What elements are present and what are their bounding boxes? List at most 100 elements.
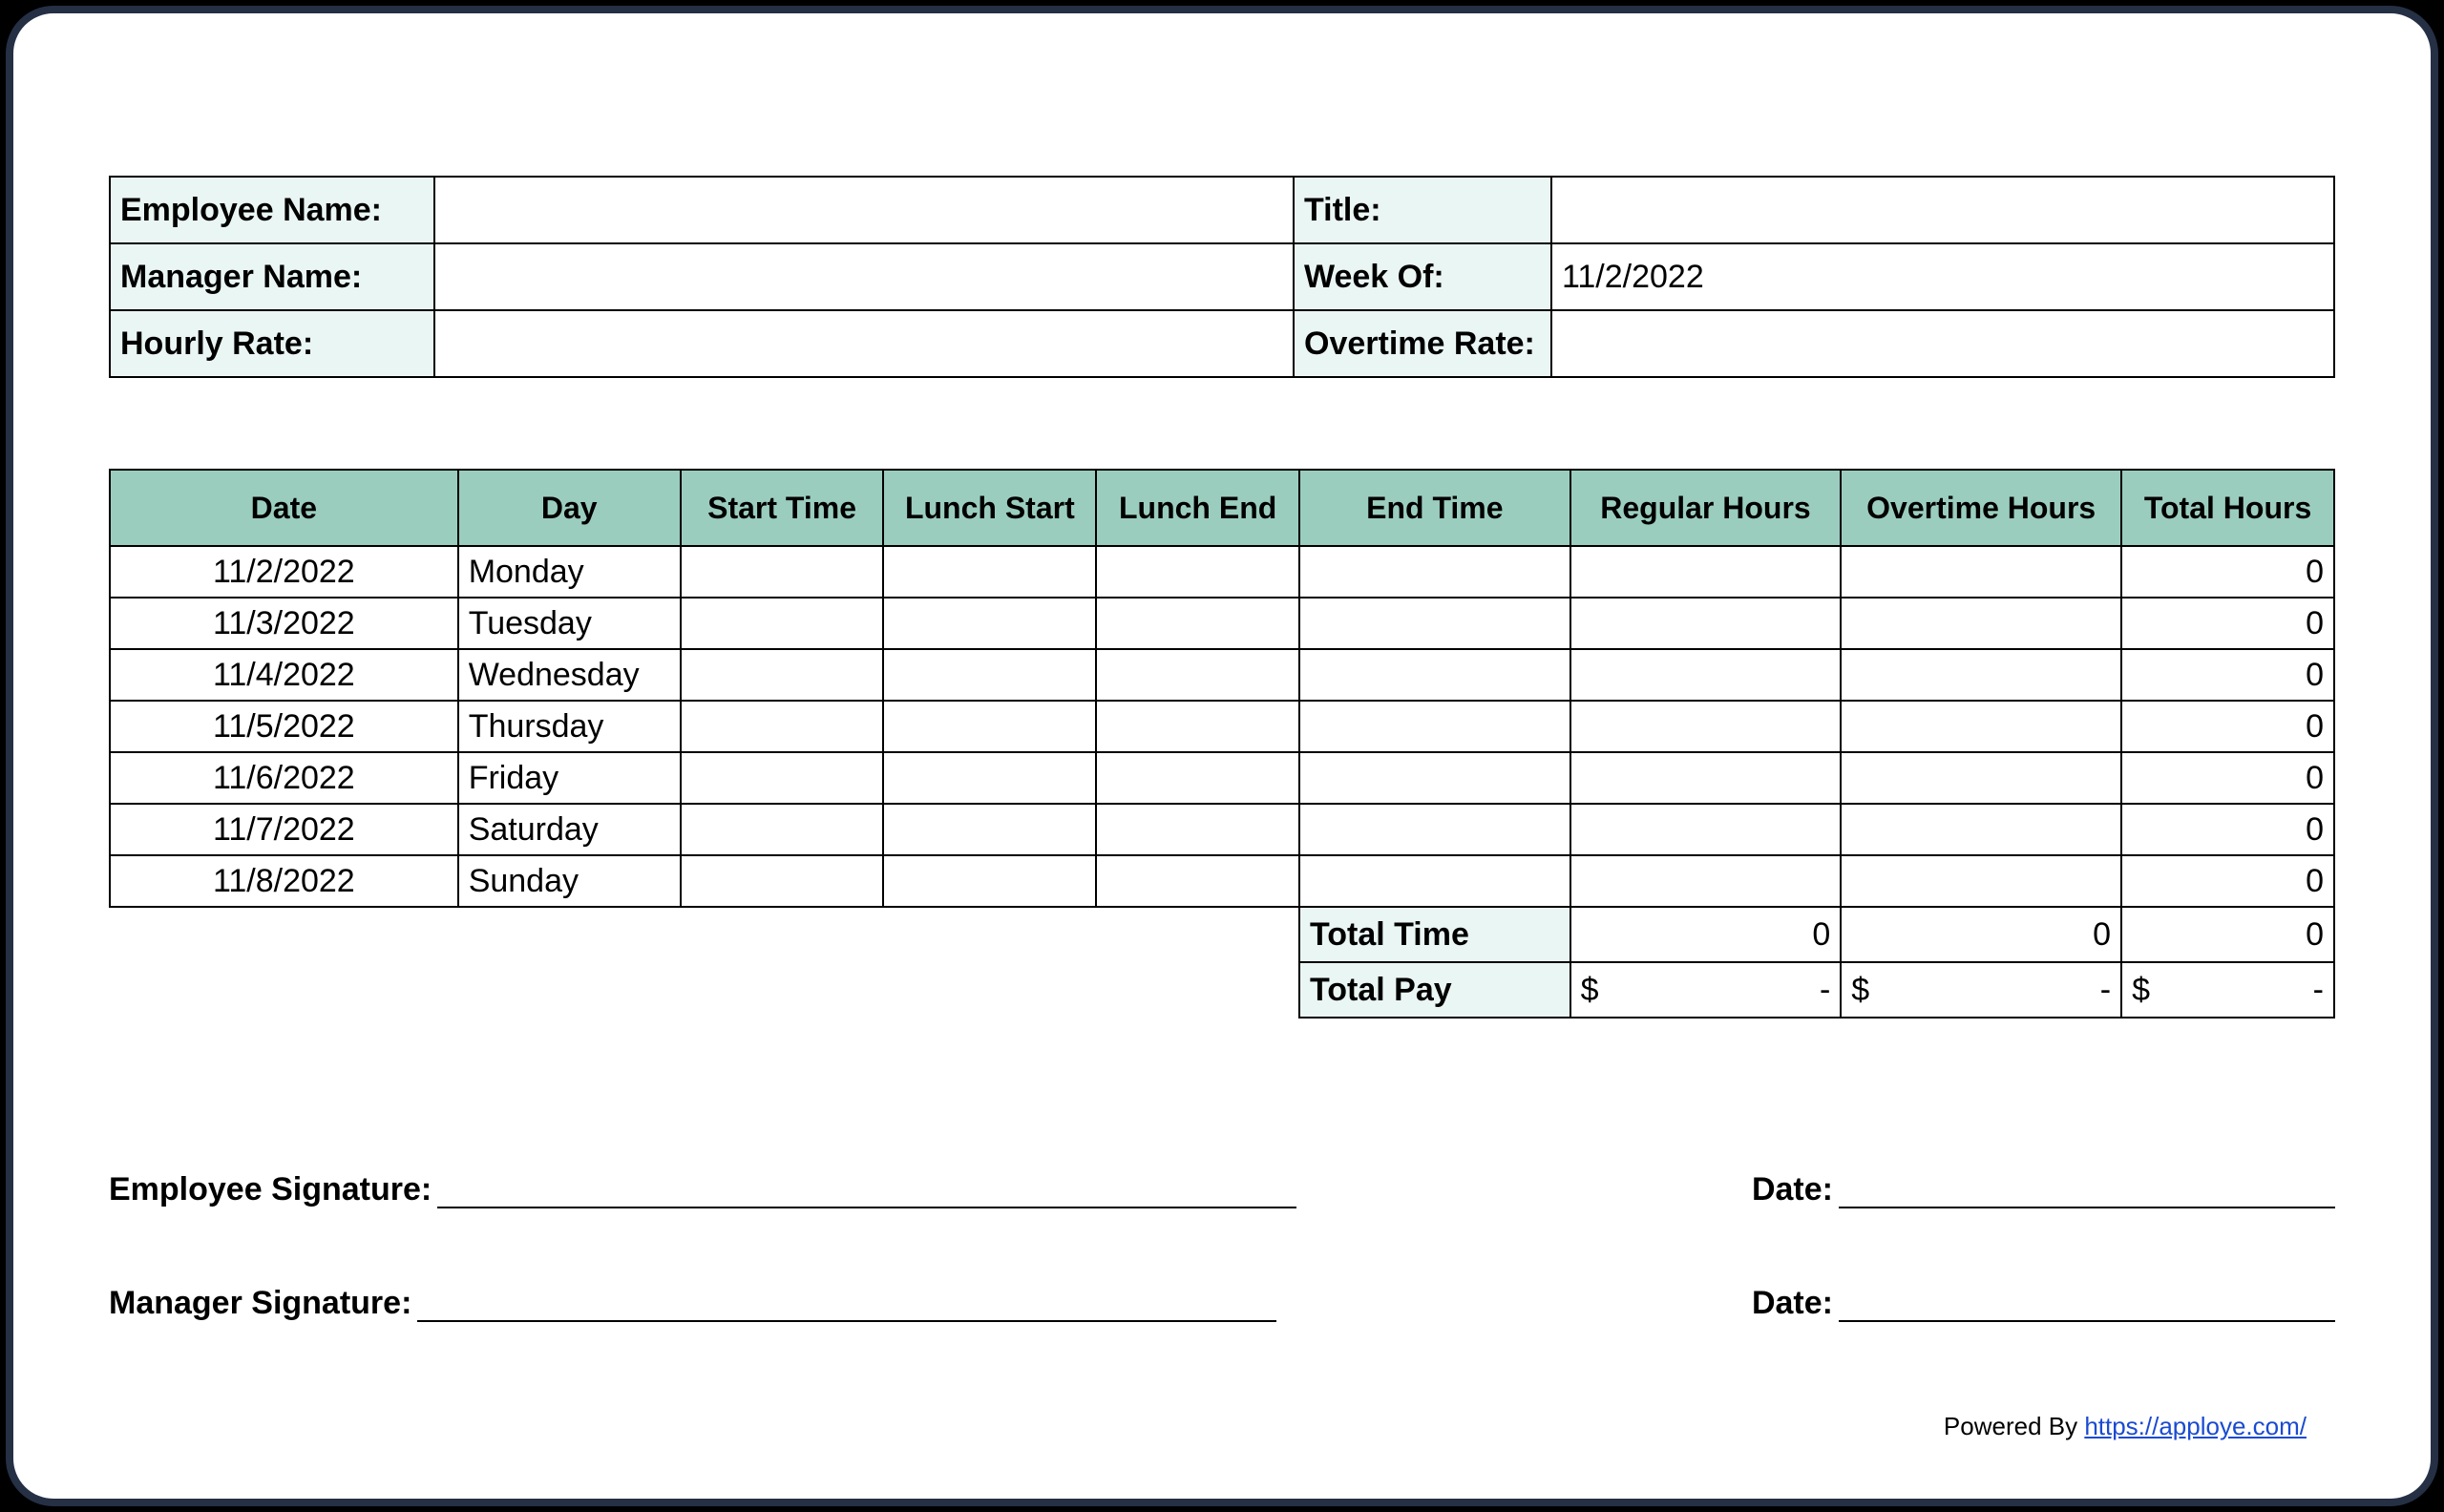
col-overtime-hours: Overtime Hours — [1841, 470, 2121, 546]
cell-overtime-hours[interactable] — [1841, 649, 2121, 701]
cell-lunch-start[interactable] — [883, 804, 1096, 855]
header-row-1: Employee Name: Title: — [110, 177, 2334, 243]
week-of-label: Week Of: — [1294, 243, 1551, 310]
timesheet-header-row: Date Day Start Time Lunch Start Lunch En… — [110, 470, 2334, 546]
col-date: Date — [110, 470, 458, 546]
cell-overtime-hours[interactable] — [1841, 546, 2121, 598]
cell-regular-hours[interactable] — [1570, 752, 1842, 804]
table-row: 11/6/2022Friday0 — [110, 752, 2334, 804]
total-pay-label: Total Pay — [1299, 962, 1570, 1018]
cell-regular-hours[interactable] — [1570, 701, 1842, 752]
title-value[interactable] — [1551, 177, 2334, 243]
cell-overtime-hours[interactable] — [1841, 804, 2121, 855]
cell-date: 11/6/2022 — [110, 752, 458, 804]
cell-lunch-start[interactable] — [883, 598, 1096, 649]
manager-signature-row: Manager Signature: Date: — [109, 1285, 2335, 1322]
col-day: Day — [458, 470, 681, 546]
cell-date: 11/2/2022 — [110, 546, 458, 598]
cell-date: 11/4/2022 — [110, 649, 458, 701]
cell-lunch-end[interactable] — [1096, 701, 1299, 752]
timesheet-document: Employee Name: Title: Manager Name: Week… — [6, 6, 2438, 1506]
cell-overtime-hours[interactable] — [1841, 701, 2121, 752]
cell-start-time[interactable] — [681, 752, 884, 804]
cell-day: Friday — [458, 752, 681, 804]
col-regular-hours: Regular Hours — [1570, 470, 1842, 546]
table-row: 11/4/2022Wednesday0 — [110, 649, 2334, 701]
pay-regular-symbol: $ — [1581, 972, 1599, 1009]
total-pay-overtime: $ - — [1841, 962, 2121, 1018]
header-info-table: Employee Name: Title: Manager Name: Week… — [109, 176, 2335, 378]
cell-end-time[interactable] — [1299, 598, 1570, 649]
employee-signature-line[interactable] — [437, 1172, 1296, 1208]
footer-link[interactable]: https://apploye.com/ — [2084, 1412, 2307, 1440]
pay-total-symbol: $ — [2132, 972, 2150, 1009]
hourly-rate-value[interactable] — [434, 310, 1294, 377]
cell-start-time[interactable] — [681, 546, 884, 598]
cell-overtime-hours[interactable] — [1841, 855, 2121, 907]
cell-lunch-start[interactable] — [883, 752, 1096, 804]
employee-date-line[interactable] — [1839, 1172, 2335, 1208]
cell-end-time[interactable] — [1299, 752, 1570, 804]
cell-day: Wednesday — [458, 649, 681, 701]
cell-end-time[interactable] — [1299, 701, 1570, 752]
table-row: 11/3/2022Tuesday0 — [110, 598, 2334, 649]
cell-date: 11/7/2022 — [110, 804, 458, 855]
cell-regular-hours[interactable] — [1570, 598, 1842, 649]
cell-regular-hours[interactable] — [1570, 546, 1842, 598]
pay-overtime-symbol: $ — [1851, 972, 1869, 1009]
total-pay-row: Total Pay $ - $ - — [110, 962, 2334, 1018]
cell-lunch-end[interactable] — [1096, 649, 1299, 701]
cell-start-time[interactable] — [681, 804, 884, 855]
total-time-regular: 0 — [1570, 907, 1842, 962]
week-of-value[interactable]: 11/2/2022 — [1551, 243, 2334, 310]
cell-end-time[interactable] — [1299, 546, 1570, 598]
cell-start-time[interactable] — [681, 649, 884, 701]
total-time-row: Total Time 0 0 0 — [110, 907, 2334, 962]
cell-regular-hours[interactable] — [1570, 804, 1842, 855]
employee-signature-row: Employee Signature: Date: — [109, 1171, 2335, 1208]
employee-name-value[interactable] — [434, 177, 1294, 243]
header-row-3: Hourly Rate: Overtime Rate: — [110, 310, 2334, 377]
cell-end-time[interactable] — [1299, 649, 1570, 701]
cell-end-time[interactable] — [1299, 855, 1570, 907]
cell-lunch-end[interactable] — [1096, 855, 1299, 907]
table-row: 11/7/2022Saturday0 — [110, 804, 2334, 855]
col-total-hours: Total Hours — [2121, 470, 2334, 546]
cell-date: 11/8/2022 — [110, 855, 458, 907]
timesheet-table: Date Day Start Time Lunch Start Lunch En… — [109, 469, 2335, 1018]
total-pay-total: $ - — [2121, 962, 2334, 1018]
col-lunch-start: Lunch Start — [883, 470, 1096, 546]
manager-date-line[interactable] — [1839, 1286, 2335, 1322]
total-time-label: Total Time — [1299, 907, 1570, 962]
cell-start-time[interactable] — [681, 855, 884, 907]
title-label: Title: — [1294, 177, 1551, 243]
cell-day: Saturday — [458, 804, 681, 855]
cell-regular-hours[interactable] — [1570, 649, 1842, 701]
manager-name-value[interactable] — [434, 243, 1294, 310]
overtime-rate-label: Overtime Rate: — [1294, 310, 1551, 377]
cell-lunch-end[interactable] — [1096, 752, 1299, 804]
cell-start-time[interactable] — [681, 598, 884, 649]
cell-lunch-start[interactable] — [883, 701, 1096, 752]
cell-lunch-end[interactable] — [1096, 546, 1299, 598]
cell-lunch-start[interactable] — [883, 546, 1096, 598]
cell-day: Sunday — [458, 855, 681, 907]
cell-lunch-end[interactable] — [1096, 598, 1299, 649]
header-row-2: Manager Name: Week Of: 11/2/2022 — [110, 243, 2334, 310]
cell-total-hours: 0 — [2121, 546, 2334, 598]
cell-lunch-end[interactable] — [1096, 804, 1299, 855]
table-row: 11/8/2022Sunday0 — [110, 855, 2334, 907]
cell-date: 11/3/2022 — [110, 598, 458, 649]
cell-end-time[interactable] — [1299, 804, 1570, 855]
cell-overtime-hours[interactable] — [1841, 752, 2121, 804]
overtime-rate-value[interactable] — [1551, 310, 2334, 377]
cell-lunch-start[interactable] — [883, 855, 1096, 907]
cell-overtime-hours[interactable] — [1841, 598, 2121, 649]
cell-start-time[interactable] — [681, 701, 884, 752]
cell-lunch-start[interactable] — [883, 649, 1096, 701]
manager-signature-line[interactable] — [417, 1286, 1276, 1322]
col-start-time: Start Time — [681, 470, 884, 546]
cell-regular-hours[interactable] — [1570, 855, 1842, 907]
total-time-total: 0 — [2121, 907, 2334, 962]
hourly-rate-label: Hourly Rate: — [110, 310, 434, 377]
